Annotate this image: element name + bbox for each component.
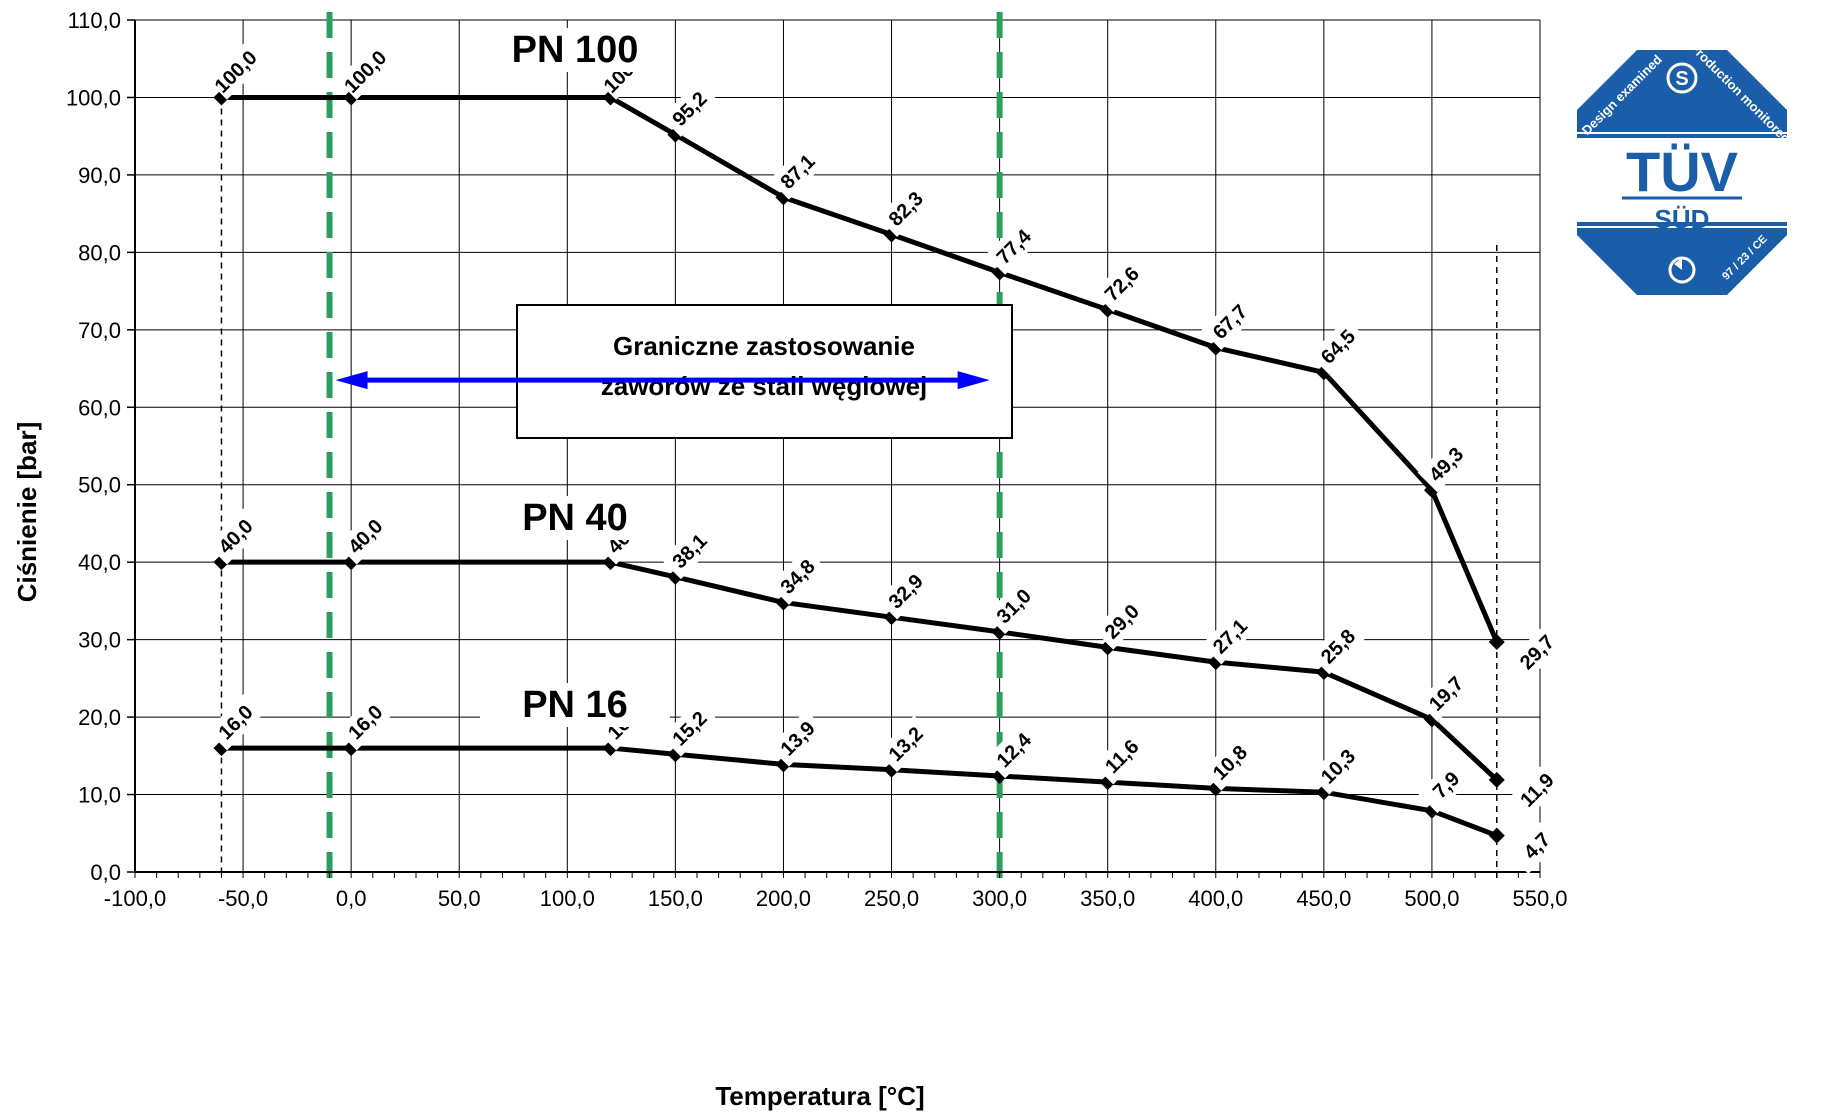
y-tick-label: 110,0 (68, 8, 121, 33)
y-tick-label: 0,0 (90, 860, 121, 885)
annotation: Graniczne zastosowanie zaworów ze stali w… (335, 304, 1013, 439)
point-label-bg (769, 710, 826, 767)
point-label-bg (769, 548, 826, 605)
x-tick-label: -100,0 (104, 886, 166, 911)
x-tick-label: 0,0 (336, 886, 367, 911)
point-label-bg (207, 693, 264, 751)
point-label-bg (1201, 734, 1259, 791)
y-axis-title: Ciśnienie [bar] (12, 422, 42, 603)
point-label-bg (336, 507, 394, 565)
series-line (221, 94, 1500, 643)
annotation-box (516, 304, 1013, 439)
point-label-bg (1093, 727, 1150, 785)
y-tick-label: 30,0 (78, 628, 121, 653)
point-label-bg (336, 693, 394, 751)
point-label-bg (207, 507, 264, 565)
y-tick-label: 90,0 (78, 163, 121, 188)
x-tick-label: -50,0 (218, 886, 268, 911)
range-arrow-right-head (957, 371, 990, 390)
point-label-bg (1093, 255, 1150, 312)
point-label-bg (1201, 607, 1259, 665)
grid-lines (134, 19, 1541, 873)
point-label-bg (985, 721, 1042, 779)
point-label-bg (985, 218, 1042, 275)
x-tick-label: 450,0 (1296, 886, 1351, 911)
point-label-bg (1508, 761, 1566, 819)
y-tick-label: 10,0 (78, 783, 121, 808)
point-label-bg (877, 715, 934, 773)
tuv-sud-logo: TÜV SÜD Design examined Production monit… (1577, 40, 1794, 295)
point-label-bg (661, 699, 718, 757)
svg-text:S: S (1675, 68, 1688, 90)
annotation-text: zaworów ze stali węglowej (601, 371, 928, 401)
point-label-bg (207, 43, 264, 100)
data-point-marker (1488, 633, 1505, 650)
point-label-bg (336, 43, 394, 100)
point-label-bg (769, 143, 826, 200)
point-label-bg (985, 577, 1042, 635)
x-tick-label: 150,0 (648, 886, 703, 911)
y-tick-label: 70,0 (78, 318, 121, 343)
point-label-bg (1508, 817, 1566, 874)
y-tick-label: 40,0 (78, 550, 121, 575)
point-label-bg (661, 80, 718, 137)
point-label-bg (1309, 617, 1367, 675)
point-label-bg (877, 562, 934, 620)
data-point-marker (1488, 771, 1505, 788)
point-label-bg (1309, 737, 1367, 795)
annotation-text: Graniczne zastosowanie (613, 331, 915, 361)
x-tick-label: 500,0 (1404, 886, 1459, 911)
logo-s-icon (1666, 62, 1698, 94)
x-tick-label: 350,0 (1080, 886, 1135, 911)
x-tick-label: 550,0 (1512, 886, 1567, 911)
series-names: PN 100 PN 40 PN 16 (480, 28, 670, 727)
x-tick-label: 300,0 (972, 886, 1027, 911)
x-axis-title: Temperatura [°C] (715, 1081, 924, 1111)
series-name-bg (480, 496, 670, 540)
logo-brand-top: TÜV (1626, 140, 1738, 203)
reference-lines (220, 12, 1498, 882)
series-line (221, 559, 1499, 782)
logo-brand-bottom: SÜD (1655, 204, 1710, 234)
series-name-label: PN 100 (512, 29, 639, 71)
range-arrow-left-head (335, 371, 368, 390)
y-tick-label: 100,0 (66, 85, 121, 110)
point-label-bg (1093, 593, 1150, 650)
axes: -100,0 -50,0 0,0 50,0 100,0 150,0 200,0 250,0 30… (66, 8, 1568, 911)
y-tick-label: 50,0 (78, 473, 121, 498)
series-name-label: PN 40 (522, 497, 628, 539)
logo-brand-band (1577, 132, 1787, 228)
y-tick-label: 60,0 (78, 395, 121, 420)
point-label-bg (1417, 665, 1475, 722)
point-label-bg (1309, 318, 1367, 375)
point-label-bg (1508, 623, 1566, 681)
series-name-bg (480, 683, 670, 727)
series-name-bg (480, 28, 670, 72)
point-label-bg (1201, 293, 1259, 350)
point-label-bg (661, 522, 718, 580)
x-tick-label: 200,0 (756, 886, 811, 911)
x-tick-label: 400,0 (1188, 886, 1243, 911)
point-label-bg (877, 180, 934, 237)
point-label-bg (1417, 435, 1475, 493)
point-label-bg (1417, 756, 1475, 814)
y-tick-label: 80,0 (78, 240, 121, 265)
series-lines (213, 89, 1505, 844)
data-point-marker (667, 126, 684, 143)
series-name-label: PN 16 (522, 684, 628, 726)
x-tick-label: 250,0 (864, 886, 919, 911)
x-tick-label: 50,0 (438, 886, 481, 911)
y-tick-label: 20,0 (78, 705, 121, 730)
x-tick-label: 100,0 (540, 886, 595, 911)
series-line (221, 745, 1498, 838)
data-point-marker (1488, 827, 1505, 844)
